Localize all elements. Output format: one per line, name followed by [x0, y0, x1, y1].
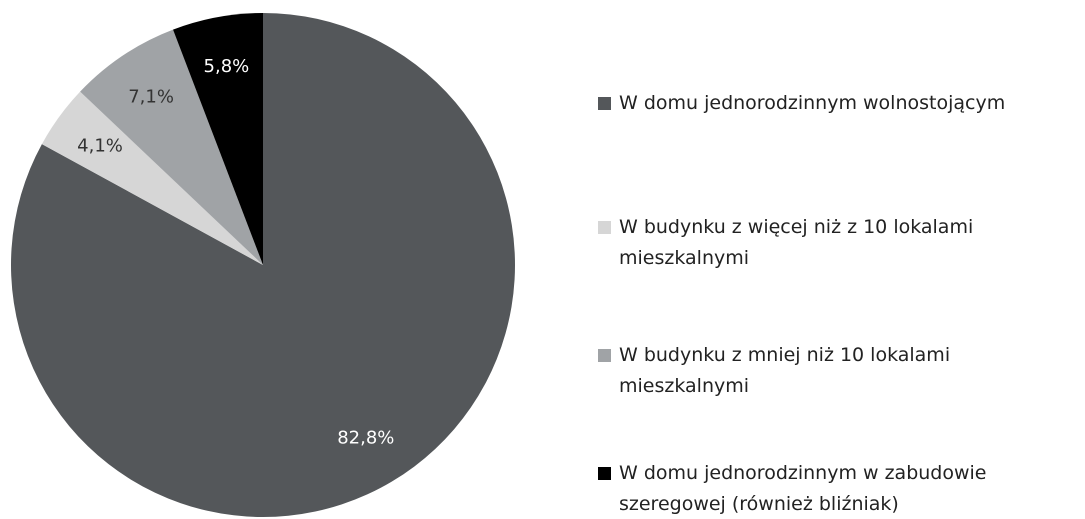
legend-swatch [598, 467, 611, 480]
legend-item: W budynku z więcej niż z 10 lokalami mie… [598, 212, 1078, 274]
legend-swatch [598, 221, 611, 234]
data-label: 5,8% [204, 56, 250, 77]
legend-swatch [598, 97, 611, 110]
legend-label: W budynku z mniej niż 10 lokalami mieszk… [619, 344, 951, 397]
pie-slice [173, 13, 263, 265]
pie-slice [80, 29, 263, 266]
legend-item: W domu jednorodzinnym wolnostojącym [598, 88, 1078, 119]
legend-item: W domu jednorodzinnym w zabudowie szereg… [598, 458, 1078, 519]
data-label: 82,8% [337, 427, 394, 448]
data-label: 4,1% [77, 135, 123, 156]
legend-label: W budynku z więcej niż z 10 lokalami mie… [619, 216, 974, 269]
legend-swatch [598, 349, 611, 362]
data-label: 7,1% [128, 86, 174, 107]
pie-slice [41, 91, 264, 265]
legend-label: W domu jednorodzinnym w zabudowie szereg… [619, 462, 987, 515]
legend-item: W budynku z mniej niż 10 lokalami mieszk… [598, 340, 1078, 402]
pie-slice [11, 13, 516, 517]
legend-label: W domu jednorodzinnym wolnostojącym [619, 92, 1006, 114]
